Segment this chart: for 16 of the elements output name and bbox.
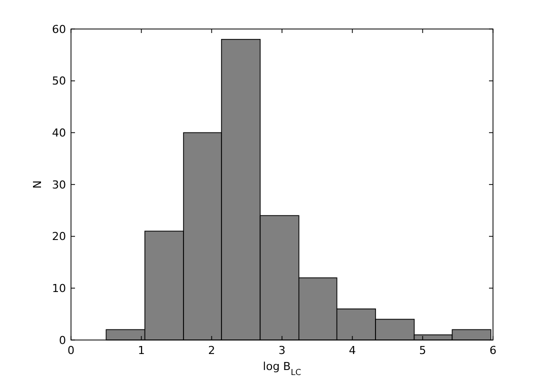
y-tick-label: 30 xyxy=(52,178,66,192)
x-tick-label: 5 xyxy=(419,344,426,357)
x-tick-label: 4 xyxy=(348,344,356,357)
y-tick-label: 40 xyxy=(52,126,66,140)
x-axis-title: log B$_{LC}$ xyxy=(262,360,302,377)
x-tick-label: 2 xyxy=(208,344,216,357)
x-tick-label: 1 xyxy=(138,344,145,357)
y-tick-label: 0 xyxy=(59,334,66,347)
y-tick-label: 10 xyxy=(52,282,66,296)
y-tick-label: 50 xyxy=(52,74,66,88)
y-tick-label: 60 xyxy=(52,22,66,36)
y-axis-title: N xyxy=(31,180,44,189)
x-tick-label: 0 xyxy=(68,344,74,357)
y-tick-label: 20 xyxy=(52,230,66,244)
x-tick-label: 3 xyxy=(278,344,286,357)
x-tick-label: 6 xyxy=(490,344,496,357)
